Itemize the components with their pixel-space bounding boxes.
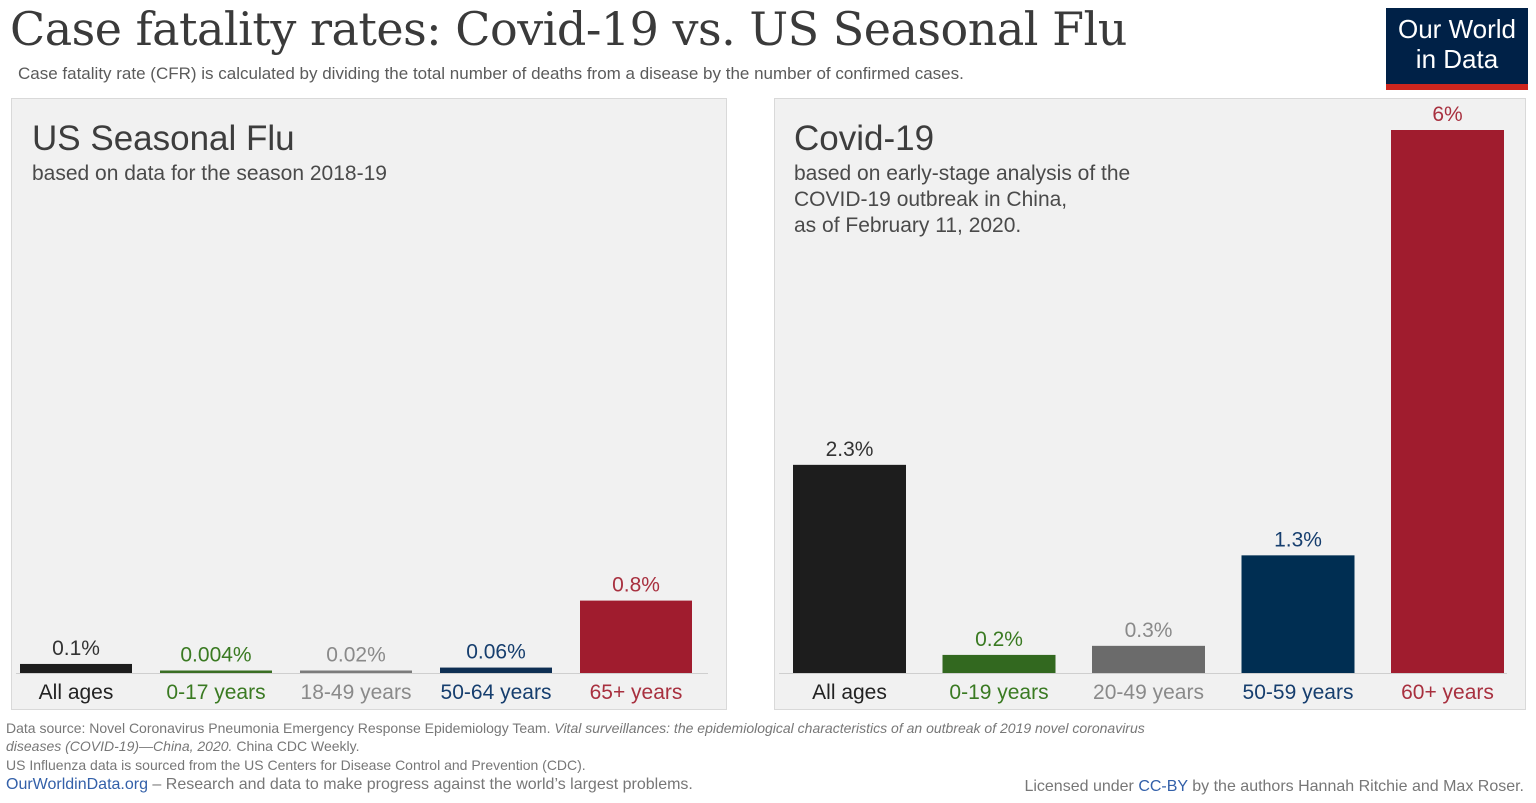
- bar-50-59-years: [1241, 555, 1355, 673]
- value-label: 1.3%: [1274, 528, 1322, 551]
- logo-accent-bar: [1386, 84, 1528, 90]
- license-prefix: Licensed under: [1024, 778, 1139, 795]
- license-link[interactable]: CC-BY: [1138, 778, 1188, 795]
- logo-line-2: in Data: [1415, 44, 1499, 74]
- owid-logo[interactable]: Our World in Data: [1386, 8, 1528, 90]
- value-label: 0.8%: [612, 574, 660, 597]
- flu-panel-title: US Seasonal Flu: [32, 119, 295, 158]
- bar-all-ages: [20, 663, 132, 673]
- value-label: 6%: [1432, 103, 1462, 126]
- footer-source-line-1: Data source: Novel Coronavirus Pneumonia…: [6, 720, 1145, 736]
- bar-65-years: [580, 600, 692, 673]
- tagline: – Research and data to make progress aga…: [147, 776, 693, 793]
- logo-line-1: Our World: [1398, 14, 1516, 44]
- category-label: 0-17 years: [166, 681, 265, 704]
- source-prefix: Data source: Novel Coronavirus Pneumonia…: [6, 720, 555, 736]
- covid-panel-subtitle: based on early-stage analysis of the COV…: [794, 162, 1131, 237]
- value-label: 0.06%: [466, 641, 526, 664]
- value-label: 0.02%: [326, 644, 386, 667]
- bar-0-17-years: [160, 670, 272, 673]
- bar-all-ages: [793, 464, 906, 673]
- category-label: 20-49 years: [1093, 681, 1204, 704]
- value-label: 0.004%: [180, 644, 251, 667]
- value-label: 0.3%: [1125, 619, 1173, 642]
- source-italic-1: Vital surveillances: the epidemiological…: [554, 720, 1145, 736]
- source-suffix: China CDC Weekly.: [232, 738, 360, 754]
- category-label: 65+ years: [590, 681, 683, 704]
- covid-panel: Covid-19 based on early-stage analysis o…: [774, 98, 1526, 710]
- covid-chart: 2.3% All ages 0.2% 0-19 years 0.3% 20-49 year…: [779, 103, 1507, 704]
- footer-source-line-2: diseases (COVID-19)—China, 2020. China C…: [6, 738, 360, 754]
- category-label: 50-59 years: [1243, 681, 1354, 704]
- category-label: 50-64 years: [441, 681, 552, 704]
- category-label: 0-19 years: [949, 681, 1048, 704]
- page-subtitle: Case fatality rate (CFR) is calculated b…: [18, 64, 964, 83]
- flu-panel-subtitle: based on data for the season 2018-19: [32, 162, 387, 185]
- footer-license: Licensed under CC-BY by the authors Hann…: [1024, 778, 1524, 796]
- flu-panel: US Seasonal Flu based on data for the se…: [11, 98, 727, 710]
- category-label: 18-49 years: [301, 681, 412, 704]
- site-link[interactable]: OurWorldinData.org: [6, 776, 148, 793]
- covid-panel-title: Covid-19: [794, 119, 935, 158]
- bar-20-49-years: [1092, 645, 1205, 673]
- category-label: All ages: [812, 681, 887, 704]
- bar-18-49-years: [300, 670, 412, 673]
- value-label: 0.1%: [52, 637, 100, 660]
- footer-cdc-note: US Influenza data is sourced from the US…: [6, 757, 586, 773]
- license-suffix: by the authors Hannah Ritchie and Max Ro…: [1187, 778, 1524, 795]
- value-label: 2.3%: [826, 438, 874, 461]
- source-italic-2: diseases (COVID-19)—China, 2020.: [6, 738, 233, 754]
- category-label: All ages: [39, 681, 114, 704]
- bar-50-64-years: [440, 667, 552, 673]
- page-title: Case fatality rates: Covid-19 vs. US Sea…: [10, 2, 1127, 56]
- value-label: 0.2%: [975, 628, 1023, 651]
- flu-chart: 0.1% All ages 0.004% 0-17 years 0.02% 18-49 y…: [16, 574, 708, 704]
- bar-60-years: [1391, 130, 1504, 673]
- footer-tagline-line: OurWorldinData.org – Research and data t…: [6, 776, 693, 794]
- category-label: 60+ years: [1401, 681, 1494, 704]
- bar-0-19-years: [942, 654, 1056, 673]
